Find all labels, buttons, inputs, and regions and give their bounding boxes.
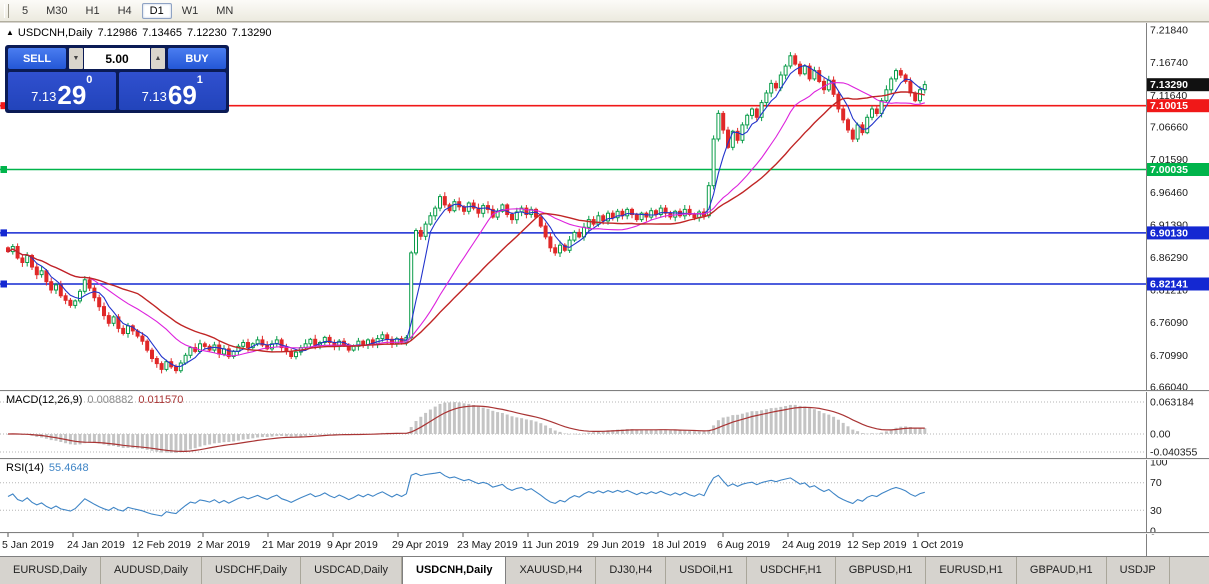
chart-plot[interactable]: 7.218407.167407.116407.066607.015906.964… xyxy=(0,23,1209,556)
toolbar-grip-handle[interactable] xyxy=(4,3,9,18)
candles xyxy=(6,52,927,374)
one-click-collapse-icon[interactable]: ▲ xyxy=(6,28,14,37)
bar-low-value: 7.12230 xyxy=(187,27,227,39)
chart-tab-usdoil-h1[interactable]: USDOil,H1 xyxy=(666,557,747,584)
timeframe-button-w1[interactable]: W1 xyxy=(181,4,199,17)
rsi-axis-label: 30 xyxy=(1150,505,1162,517)
time-axis-label: 29 Jun 2019 xyxy=(587,539,645,551)
level-price-tag: 7.10015 xyxy=(1150,100,1188,112)
chart-tab-dj30-h4[interactable]: DJ30,H4 xyxy=(596,557,667,584)
price-axis-label: 6.96460 xyxy=(1150,187,1188,199)
chart-tab-gbpusd-h1[interactable]: GBPUSD,H1 xyxy=(836,557,927,584)
chart-window[interactable]: 7.21840 7.16740 7.11640 7.06660 7.01590 6.964… xyxy=(0,23,1209,556)
time-axis-label: 12 Sep 2019 xyxy=(847,539,907,551)
sell-button[interactable]: SELL xyxy=(8,48,66,69)
rsi-value: 55.4648 xyxy=(48,462,89,474)
price-axis-label: 7.16740 xyxy=(1150,57,1188,69)
time-axis-label: 11 Jun 2019 xyxy=(522,539,579,551)
chart-tab-xauusd-h4[interactable]: XAUUSD,H4 xyxy=(506,557,597,584)
rsi-axis-label: 70 xyxy=(1150,477,1162,489)
sell-price-prefix: 7.13 xyxy=(31,89,57,104)
timeframe-button-h4[interactable]: H4 xyxy=(117,4,132,17)
bar-close-value: 7.13290 xyxy=(231,27,272,39)
sell-price-pips: 29 xyxy=(57,80,87,110)
level-price-tag: 6.90130 xyxy=(1150,227,1188,239)
time-axis-label: 29 Apr 2019 xyxy=(392,539,449,551)
current-price-tag: 7.13290 xyxy=(1150,79,1188,91)
buy-button[interactable]: BUY xyxy=(168,48,226,69)
time-axis-label: 24 Aug 2019 xyxy=(782,539,841,551)
price-axis-label: 6.86290 xyxy=(1150,252,1188,264)
time-axis-label: 24 Jan 2019 xyxy=(67,539,125,551)
rsi-axis-label: 0 xyxy=(1150,526,1156,538)
macd-axis-label: -0.040355 xyxy=(1150,447,1197,459)
timeframe-button-mn[interactable]: MN xyxy=(216,4,234,17)
macd-indicator-label: MACD(12,26,9) 0.008882 0.011570 xyxy=(6,394,184,406)
chart-tab-usdchf-daily[interactable]: USDCHF,Daily xyxy=(202,557,302,584)
chart-tab-usdcad-daily[interactable]: USDCAD,Daily xyxy=(301,557,403,584)
time-axis-label: 5 Jan 2019 xyxy=(2,539,54,551)
macd-signal-value: 0.011570 xyxy=(138,394,184,406)
ma-5-line xyxy=(7,64,926,367)
price-axis-label: 6.76090 xyxy=(1150,317,1188,329)
chart-tab-eurusd-h1[interactable]: EURUSD,H1 xyxy=(926,557,1017,584)
buy-price-display[interactable]: 7.13 69 1 xyxy=(118,72,226,110)
panel-splitters[interactable] xyxy=(0,390,1209,534)
buy-price-point: 1 xyxy=(196,74,203,86)
price-axis-label: 7.06660 xyxy=(1150,122,1188,134)
macd-axis-label: 0.00 xyxy=(1150,429,1171,441)
level-price-tag: 6.82141 xyxy=(1150,279,1188,291)
bar-open-value: 7.12986 xyxy=(97,27,138,39)
rsi-line xyxy=(7,471,925,517)
ma-18-line xyxy=(7,82,925,357)
chart-tab-bar: EURUSD,Daily AUDUSD,Daily USDCHF,Daily U… xyxy=(0,556,1209,584)
chart-symbol-period: USDCNH,Daily xyxy=(17,27,93,39)
macd-axis-label: 0.063184 xyxy=(1150,397,1194,409)
timeframe-button-m30[interactable]: M30 xyxy=(46,4,68,17)
time-axis[interactable]: 5 Jan 2019 24 Jan 2019 12 Feb 2019 2 Mar 20… xyxy=(2,533,964,551)
level-lines[interactable] xyxy=(0,102,1146,288)
time-axis-label: 9 Apr 2019 xyxy=(327,539,378,551)
time-axis-label: 6 Aug 2019 xyxy=(717,539,770,551)
price-axis-label: 7.21840 xyxy=(1150,25,1188,37)
level-price-tag: 7.00035 xyxy=(1150,164,1188,176)
rsi-indicator-label: RSI(14) 55.4648 xyxy=(6,462,89,474)
time-axis-label: 18 Jul 2019 xyxy=(652,539,706,551)
timeframe-button-h1[interactable]: H1 xyxy=(85,4,100,17)
volume-decrease-button[interactable]: ▼ xyxy=(69,48,83,69)
chart-tab-usdjpy[interactable]: USDJP xyxy=(1107,557,1170,584)
volume-input[interactable]: 5.00 xyxy=(84,48,150,69)
price-axis-label: 7.11640 xyxy=(1150,90,1187,102)
price-axis-label: 6.70990 xyxy=(1150,350,1188,362)
macd-main-value: 0.008882 xyxy=(87,394,134,406)
chart-tab-usdchf-h1[interactable]: USDCHF,H1 xyxy=(747,557,836,584)
volume-increase-button[interactable]: ▲ xyxy=(151,48,165,69)
chart-title: ▲ USDCNH,Daily 7.12986 7.13465 7.12230 7.1329… xyxy=(6,27,272,39)
macd-signal-line xyxy=(7,405,925,452)
one-click-trading-panel: SELL ▼ 5.00 ▲ BUY 7.13 29 0 7.13 69 1 xyxy=(5,45,229,113)
chart-tab-gbpaud-h1[interactable]: GBPAUD,H1 xyxy=(1017,557,1107,584)
timeframe-toolbar: 5 M30 H1 H4 D1 W1 MN xyxy=(0,0,1209,22)
chart-tab-usdcnh-daily[interactable]: USDCNH,Daily xyxy=(402,557,507,584)
ma-28-line xyxy=(7,91,925,353)
time-axis-label: 23 May 2019 xyxy=(457,539,518,551)
timeframe-button-d1[interactable]: D1 xyxy=(141,2,172,19)
moving-average-lines xyxy=(7,64,926,367)
chart-tab-audusd-daily[interactable]: AUDUSD,Daily xyxy=(101,557,202,584)
sell-price-display[interactable]: 7.13 29 0 xyxy=(8,72,116,110)
buy-price-prefix: 7.13 xyxy=(141,89,167,104)
time-axis-label: 21 Mar 2019 xyxy=(262,539,321,551)
chart-tab-eurusd-daily[interactable]: EURUSD,Daily xyxy=(0,557,101,584)
buy-price-pips: 69 xyxy=(167,80,197,110)
price-axis[interactable]: 7.218407.167407.116407.066607.015906.964… xyxy=(1146,23,1209,556)
time-axis-label: 12 Feb 2019 xyxy=(132,539,191,551)
timeframe-button-m5[interactable]: 5 xyxy=(22,4,29,17)
time-axis-label: 1 Oct 2019 xyxy=(912,539,964,551)
macd-panel: 0.063184 0.00 -0.040355 xyxy=(0,397,1197,459)
bar-high-value: 7.13465 xyxy=(142,27,183,39)
time-axis-label: 2 Mar 2019 xyxy=(197,539,250,551)
sell-price-point: 0 xyxy=(86,74,93,86)
